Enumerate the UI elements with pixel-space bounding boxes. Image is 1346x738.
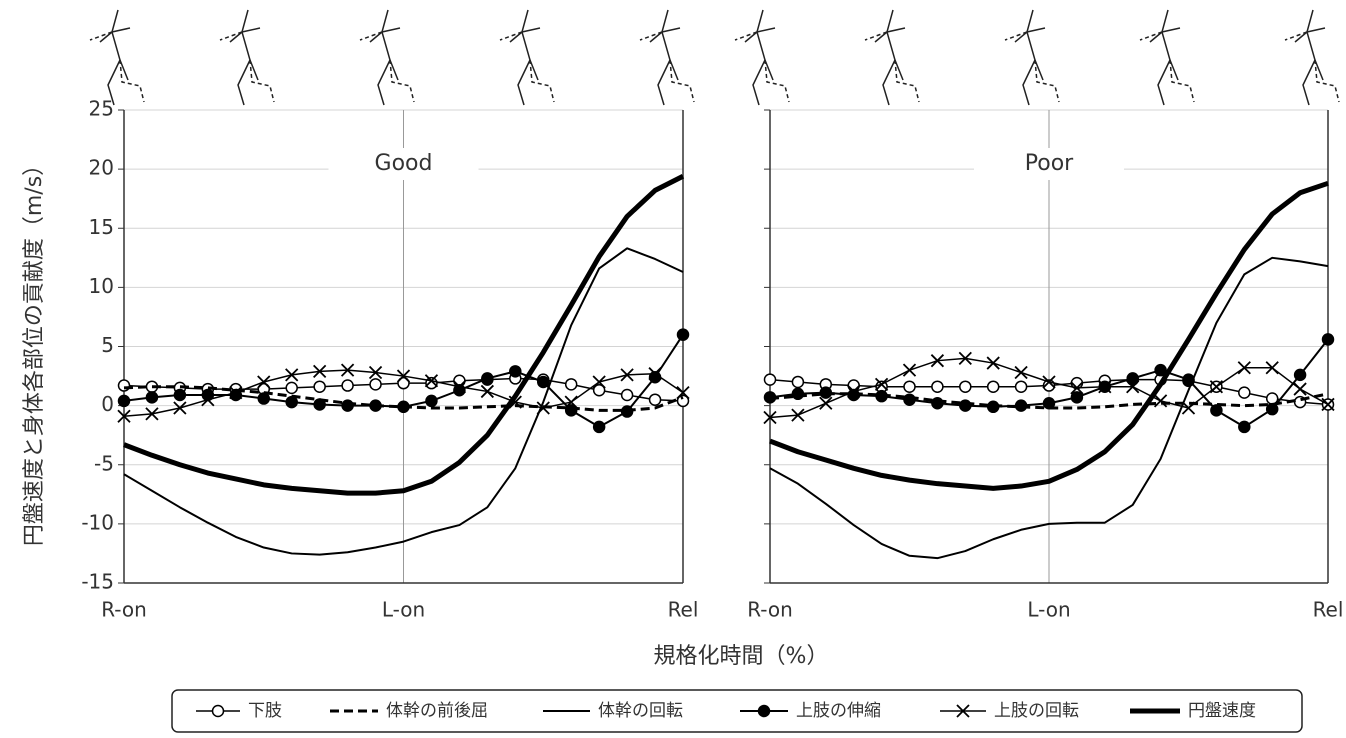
marker xyxy=(174,402,186,414)
marker xyxy=(792,376,803,387)
marker xyxy=(820,397,832,409)
stick-figure xyxy=(735,10,789,105)
marker xyxy=(622,389,633,400)
marker xyxy=(314,399,325,410)
marker xyxy=(342,400,353,411)
marker xyxy=(286,397,297,408)
x-tick-label: Rel xyxy=(668,598,699,622)
figure: 円盤速度と身体各部位の貢献度（m/s） 規格化時間（%） -15 -10 -5 0 5 1… xyxy=(0,0,1346,738)
marker xyxy=(932,398,943,409)
marker xyxy=(1294,383,1306,395)
marker xyxy=(119,380,130,391)
stick-figure xyxy=(360,10,414,105)
x-tick-label: Rel xyxy=(1313,598,1344,622)
stick-figure xyxy=(1005,10,1059,105)
marker xyxy=(792,388,803,399)
stick-figure xyxy=(640,10,694,105)
marker xyxy=(1239,421,1250,432)
legend-label: 上肢の回転 xyxy=(994,701,1079,721)
marker xyxy=(119,395,130,406)
marker xyxy=(482,373,493,384)
legend-label: 上肢の伸縮 xyxy=(796,701,881,721)
marker xyxy=(622,406,633,417)
marker xyxy=(932,381,943,392)
marker xyxy=(314,381,325,392)
marker xyxy=(1295,369,1306,380)
x-tick-label: R-on xyxy=(747,598,793,622)
stick-figure xyxy=(1140,10,1194,105)
marker xyxy=(904,394,915,405)
marker xyxy=(258,393,269,404)
marker xyxy=(765,374,776,385)
marker xyxy=(678,329,689,340)
marker xyxy=(342,380,353,391)
marker xyxy=(960,400,971,411)
marker xyxy=(1015,367,1027,379)
legend-label: 円盤速度 xyxy=(1188,701,1256,721)
marker xyxy=(1267,404,1278,415)
legend-label: 下肢 xyxy=(248,701,282,721)
stick-figure xyxy=(865,10,919,105)
stick-figure xyxy=(500,10,554,105)
stick-figure xyxy=(220,10,274,105)
y-tick-label: 20 xyxy=(89,156,114,180)
marker xyxy=(370,379,381,390)
marker xyxy=(1183,374,1194,385)
marker xyxy=(146,392,157,403)
marker xyxy=(1183,402,1195,414)
y-tick-label: -10 xyxy=(81,510,114,534)
marker xyxy=(538,376,549,387)
x-axis-label: 規格化時間（%） xyxy=(654,644,829,669)
y-tick-label: 10 xyxy=(89,274,114,298)
panel-title: Poor xyxy=(1025,151,1074,176)
y-axis-label: 円盤速度と身体各部位の貢献度（m/s） xyxy=(22,154,47,546)
marker xyxy=(988,381,999,392)
marker xyxy=(398,401,409,412)
x-tick-label: R-on xyxy=(101,598,147,622)
marker xyxy=(1044,398,1055,409)
y-tick-label: 0 xyxy=(101,392,114,416)
marker xyxy=(904,381,915,392)
marker xyxy=(904,364,916,376)
y-tick-label: 25 xyxy=(89,97,114,121)
x-tick-label: L-on xyxy=(382,598,425,622)
marker xyxy=(1016,381,1027,392)
y-tick-label: 15 xyxy=(89,215,114,239)
legend-marker xyxy=(213,706,224,717)
y-tick-label: 5 xyxy=(101,333,114,357)
legend-label: 体幹の回転 xyxy=(598,700,683,721)
panel: -15 -10 -5 0 5 10 15 20 25 R-on L-on Rel Good xyxy=(81,97,698,622)
marker xyxy=(1016,400,1027,411)
marker xyxy=(426,378,437,389)
marker xyxy=(594,421,605,432)
marker xyxy=(426,395,437,406)
y-tick-label: -5 xyxy=(94,451,114,475)
panel: R-on L-on Rel Poor xyxy=(747,110,1343,622)
marker xyxy=(988,401,999,412)
panel-title: Good xyxy=(375,151,433,176)
marker xyxy=(650,394,661,405)
stick-figure xyxy=(90,10,144,105)
stick-figures xyxy=(90,10,1339,105)
marker xyxy=(286,382,297,393)
marker xyxy=(1211,405,1222,416)
marker xyxy=(174,389,185,400)
marker xyxy=(765,392,776,403)
marker xyxy=(566,379,577,390)
marker xyxy=(876,391,887,402)
legend-marker xyxy=(759,706,770,717)
marker xyxy=(1239,387,1250,398)
marker xyxy=(960,381,971,392)
x-tick-label: L-on xyxy=(1027,598,1070,622)
marker xyxy=(820,387,831,398)
marker xyxy=(1071,392,1082,403)
marker xyxy=(510,366,521,377)
y-tick-label: -15 xyxy=(81,570,114,594)
marker xyxy=(1155,395,1167,407)
marker xyxy=(370,400,381,411)
legend-label: 体幹の前後屈 xyxy=(386,700,488,721)
marker xyxy=(1323,334,1334,345)
stick-figure xyxy=(1285,10,1339,105)
